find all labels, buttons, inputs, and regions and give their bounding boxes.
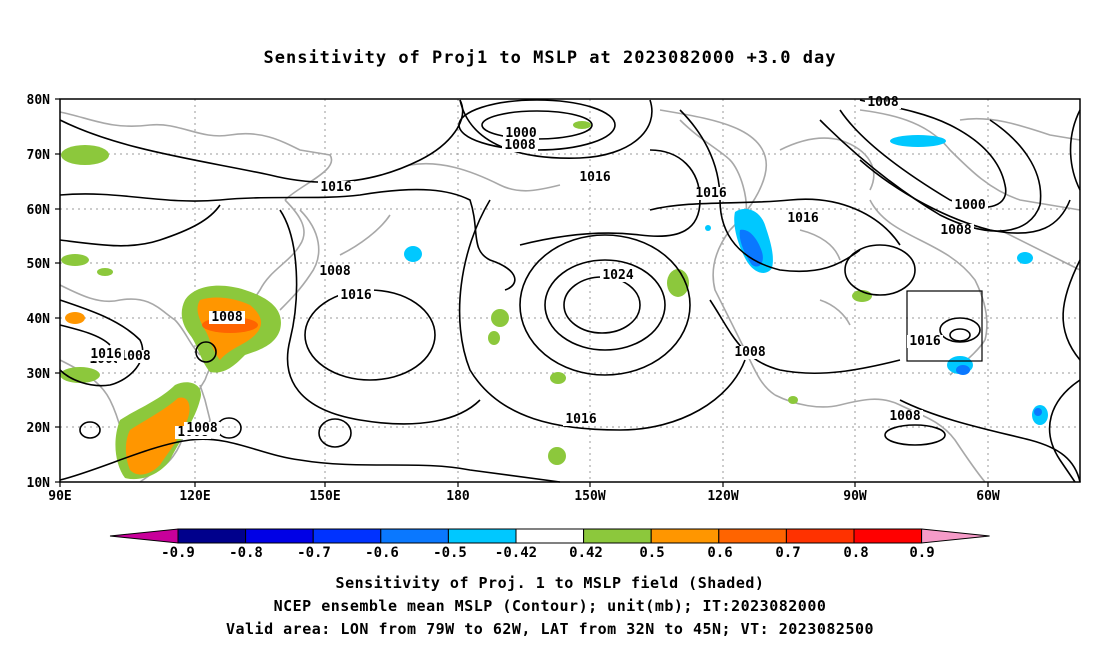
lon-label: 90E xyxy=(48,489,71,504)
contour-label: 1016 xyxy=(565,412,596,427)
colorbar-tick-label: -0.5 xyxy=(433,545,467,561)
contour-label-bg xyxy=(209,311,245,324)
colorbar-high-extend xyxy=(921,528,990,544)
lon-label: 60W xyxy=(976,489,1000,504)
map-title: Sensitivity of Proj1 to MSLP at 20230820… xyxy=(263,48,837,68)
colorbar-box xyxy=(312,528,382,544)
contour-label: 1008 xyxy=(186,421,217,436)
colorbar-tick-label: 0.9 xyxy=(909,545,934,561)
colorbar-low-extend xyxy=(109,528,179,544)
valid-area-box xyxy=(906,290,983,362)
contour-label-bg xyxy=(503,127,539,140)
lat-label: 40N xyxy=(27,312,51,327)
contour-label-bg xyxy=(317,265,353,278)
contour-label-bg xyxy=(938,224,974,237)
contour-label-bg xyxy=(907,335,943,348)
contour-label: 1016 xyxy=(909,334,940,349)
lat-label: 70N xyxy=(27,148,51,163)
colorbar-tick-label: -0.9 xyxy=(161,545,195,561)
lon-label: 120W xyxy=(707,489,738,504)
colorbar-tick-label: -0.8 xyxy=(229,545,263,561)
colorbar-tick-label: 0.6 xyxy=(707,545,732,561)
mslp-contours xyxy=(59,99,1081,483)
colorbar-box xyxy=(380,528,449,544)
contour-label-bg xyxy=(184,422,220,435)
lat-label: 50N xyxy=(27,257,51,272)
contour-label: 1024 xyxy=(602,268,633,283)
contour-label: 1008 xyxy=(319,264,350,279)
contour-label: 1016 xyxy=(695,186,726,201)
contour-label-bg xyxy=(338,289,374,302)
contour-label-bg xyxy=(785,212,821,225)
lat-label: 30N xyxy=(27,367,51,382)
contour-label: 1000 xyxy=(954,198,985,213)
contour-label-bg xyxy=(502,139,538,152)
lat-label: 20N xyxy=(27,421,51,436)
colorbar-tick-label: -0.42 xyxy=(495,545,537,561)
lon-label: 180 xyxy=(446,489,470,504)
colorbar-box xyxy=(853,528,923,544)
colorbar-tick-label: -0.6 xyxy=(365,545,399,561)
latitude-labels: 80N 70N 60N 50N 40N 30N 20N 10N xyxy=(27,93,51,491)
contour-label-bg xyxy=(577,171,613,184)
lat-label: 10N xyxy=(27,476,51,491)
lat-label: 60N xyxy=(27,203,51,218)
colorbar-box xyxy=(583,528,652,544)
longitude-labels: 90E 120E 150E 180 150W 120W 90W 60W xyxy=(48,489,1000,504)
contour-label: 1016 xyxy=(340,288,371,303)
map-frame xyxy=(59,98,1081,483)
contour-labels: 1000100810081016101610161016100810161024… xyxy=(87,95,988,440)
colorbar-box xyxy=(650,528,720,544)
contour-label-bg xyxy=(952,199,988,212)
contour-label: 1000 xyxy=(505,126,536,141)
contour-label-bg xyxy=(88,348,124,361)
colorbar-tick-label: 0.5 xyxy=(639,545,664,561)
contour-label-bg xyxy=(563,413,599,426)
colorbar-box xyxy=(245,528,314,544)
colorbar-tick-label: 0.42 xyxy=(569,545,603,561)
colorbar-box xyxy=(718,528,787,544)
colorbar-labels: -0.9 -0.8 -0.7 -0.6 -0.5 -0.42 0.42 0.5 … xyxy=(161,545,935,561)
contour-label: 1008 xyxy=(940,223,971,238)
contour-label: 1008 xyxy=(867,95,898,110)
caption-line-2: NCEP ensemble mean MSLP (Contour); unit(… xyxy=(273,597,827,615)
colorbar-box xyxy=(785,528,855,544)
contour-label-bg xyxy=(693,187,729,200)
colorbar-box xyxy=(515,528,585,544)
colorbar-tick-label: 0.8 xyxy=(843,545,868,561)
contour-label: 1016 xyxy=(579,170,610,185)
contour-label-bg xyxy=(117,350,153,363)
lon-label: 150W xyxy=(574,489,605,504)
colorbar-box xyxy=(177,528,247,544)
axis-ticks xyxy=(55,98,989,487)
lon-label: 150E xyxy=(309,489,340,504)
colorbar-tick-label: 0.7 xyxy=(775,545,800,561)
contour-label-bg xyxy=(600,269,636,282)
colorbar xyxy=(109,528,990,544)
contour-label-bg xyxy=(732,346,768,359)
contour-label: 1016 xyxy=(787,211,818,226)
caption-line-1: Sensitivity of Proj. 1 to MSLP field (Sh… xyxy=(335,574,765,592)
colorbar-tick-label: -0.7 xyxy=(297,545,331,561)
caption-line-3: Valid area: LON from 79W to 62W, LAT fro… xyxy=(225,620,875,638)
contour-label: 1016 xyxy=(90,347,121,362)
colorbar-box xyxy=(447,528,517,544)
contour-label: 1016 xyxy=(320,180,351,195)
contour-label: 1008 xyxy=(734,345,765,360)
lon-label: 90W xyxy=(843,489,867,504)
lon-label: 120E xyxy=(179,489,210,504)
lat-label: 80N xyxy=(27,93,51,108)
contour-label: 1008 xyxy=(211,310,242,325)
contour-label: 1008 xyxy=(889,409,920,424)
contour-label: 1008 xyxy=(504,138,535,153)
contour-label-bg xyxy=(887,410,923,423)
contour-label: 1008 xyxy=(119,349,150,364)
contour-label-bg xyxy=(318,181,354,194)
